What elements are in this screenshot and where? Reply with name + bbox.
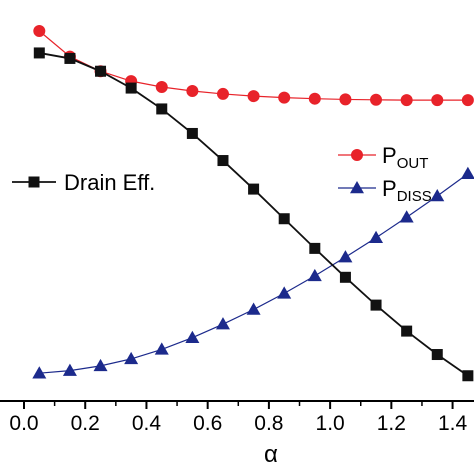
data-point xyxy=(399,210,414,223)
series-square xyxy=(33,47,474,382)
legend-label-subscript: DISS xyxy=(397,188,432,205)
data-point xyxy=(62,363,77,376)
data-point xyxy=(93,358,108,372)
data-point xyxy=(154,342,169,355)
data-point xyxy=(33,24,46,37)
data-point xyxy=(247,90,260,103)
legend-label-subscript: OUT xyxy=(397,155,429,172)
data-point xyxy=(278,91,291,104)
data-point xyxy=(156,103,168,115)
x-axis: 0.0 0.2 0.4 0.6 0.8 1.0 1.2 1.4 α xyxy=(0,400,474,468)
data-point xyxy=(370,299,382,311)
legend-label: POUT xyxy=(382,143,428,172)
data-point xyxy=(278,213,290,225)
data-point xyxy=(307,268,322,282)
data-point xyxy=(401,325,413,337)
data-point xyxy=(431,94,444,107)
legend-entry: PDISS xyxy=(338,176,432,205)
data-point xyxy=(217,155,229,167)
data-point xyxy=(369,230,384,244)
data-point xyxy=(246,302,261,315)
data-point xyxy=(461,94,474,107)
series-triangle xyxy=(32,166,474,379)
data-point xyxy=(186,127,198,139)
data-point xyxy=(400,94,413,107)
legend-marker xyxy=(28,176,40,188)
data-point xyxy=(462,370,474,382)
x-tick-label: 1.2 xyxy=(377,412,406,435)
legend-label-main: P xyxy=(382,143,397,168)
x-axis-label: α xyxy=(264,441,278,468)
data-point xyxy=(215,317,230,330)
x-tick-label: 1.0 xyxy=(316,412,345,435)
data-point xyxy=(248,183,260,195)
data-point xyxy=(370,93,383,106)
data-point xyxy=(95,65,107,77)
data-point xyxy=(32,366,47,379)
data-point xyxy=(277,286,292,299)
data-point xyxy=(431,349,443,361)
legend-marker xyxy=(350,181,364,194)
x-tick-label: 0.4 xyxy=(132,412,162,435)
x-tick-label: 0.2 xyxy=(71,412,100,435)
data-point xyxy=(460,166,474,179)
data-point xyxy=(339,271,351,283)
data-point xyxy=(185,330,200,343)
data-point xyxy=(339,93,352,106)
legend-entry: POUT xyxy=(338,143,428,172)
x-tick-label: 1.4 xyxy=(438,412,468,435)
data-point xyxy=(33,47,45,59)
series-circle xyxy=(33,24,474,107)
data-point xyxy=(125,82,137,94)
legend-entry: Drain Eff. xyxy=(12,170,155,195)
data-point xyxy=(216,87,229,100)
legend-label-main: P xyxy=(382,176,397,201)
x-tick-label: 0.6 xyxy=(193,412,222,435)
data-point xyxy=(308,92,321,105)
data-point xyxy=(64,52,76,64)
series-line xyxy=(38,30,468,101)
data-point xyxy=(155,80,168,93)
data-point xyxy=(309,242,321,254)
data-point xyxy=(430,189,445,202)
legend-label: Drain Eff. xyxy=(64,170,155,195)
data-point xyxy=(338,250,353,263)
legend-label: PDISS xyxy=(382,176,432,205)
series-layer xyxy=(32,24,474,382)
legend-label-main: Drain Eff. xyxy=(64,170,155,195)
x-tick-label: 0.8 xyxy=(254,412,283,435)
legend-marker xyxy=(351,149,363,161)
data-point xyxy=(124,351,139,365)
x-tick-label: 0.0 xyxy=(9,412,38,435)
data-point xyxy=(186,85,199,98)
